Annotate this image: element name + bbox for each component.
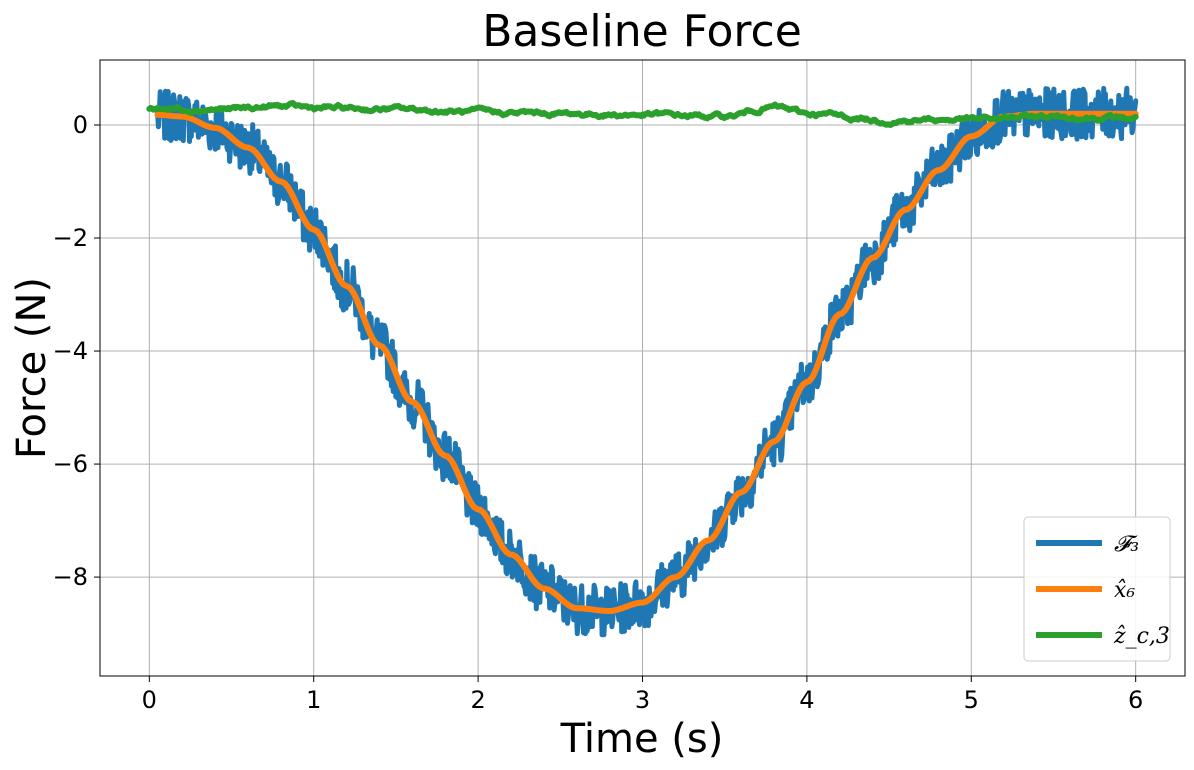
y-axis-label: Force (N) bbox=[9, 277, 55, 459]
y-tick-label: −2 bbox=[53, 224, 88, 252]
y-axis: 0 −2 −4 −6 −8 bbox=[53, 111, 100, 591]
x-tick-label: 6 bbox=[1128, 686, 1143, 714]
legend-label: ẑ_c,3 bbox=[1113, 624, 1170, 649]
plot-area bbox=[146, 85, 1139, 638]
x-axis: 0 1 2 3 4 5 6 bbox=[142, 676, 1143, 714]
x-tick-label: 4 bbox=[799, 686, 814, 714]
chart-title: Baseline Force bbox=[482, 6, 802, 57]
x-tick-label: 0 bbox=[142, 686, 157, 714]
series-line-1 bbox=[155, 85, 1139, 638]
legend-label: x̂₆ bbox=[1114, 578, 1135, 603]
y-tick-label: 0 bbox=[73, 111, 88, 139]
series-line-3 bbox=[146, 100, 1139, 128]
series-line-2 bbox=[154, 110, 1139, 614]
legend: 𝓕₃ x̂₆ ẑ_c,3 bbox=[1023, 516, 1171, 662]
y-tick-label: −6 bbox=[53, 450, 88, 478]
y-tick-label: −8 bbox=[53, 563, 88, 591]
x-tick-label: 2 bbox=[470, 686, 485, 714]
legend-label: 𝓕₃ bbox=[1114, 532, 1139, 557]
x-axis-label: Time (s) bbox=[560, 716, 724, 762]
x-tick-label: 5 bbox=[964, 686, 979, 714]
y-tick-label: −4 bbox=[53, 337, 88, 365]
x-tick-label: 3 bbox=[635, 686, 650, 714]
x-tick-label: 1 bbox=[306, 686, 321, 714]
